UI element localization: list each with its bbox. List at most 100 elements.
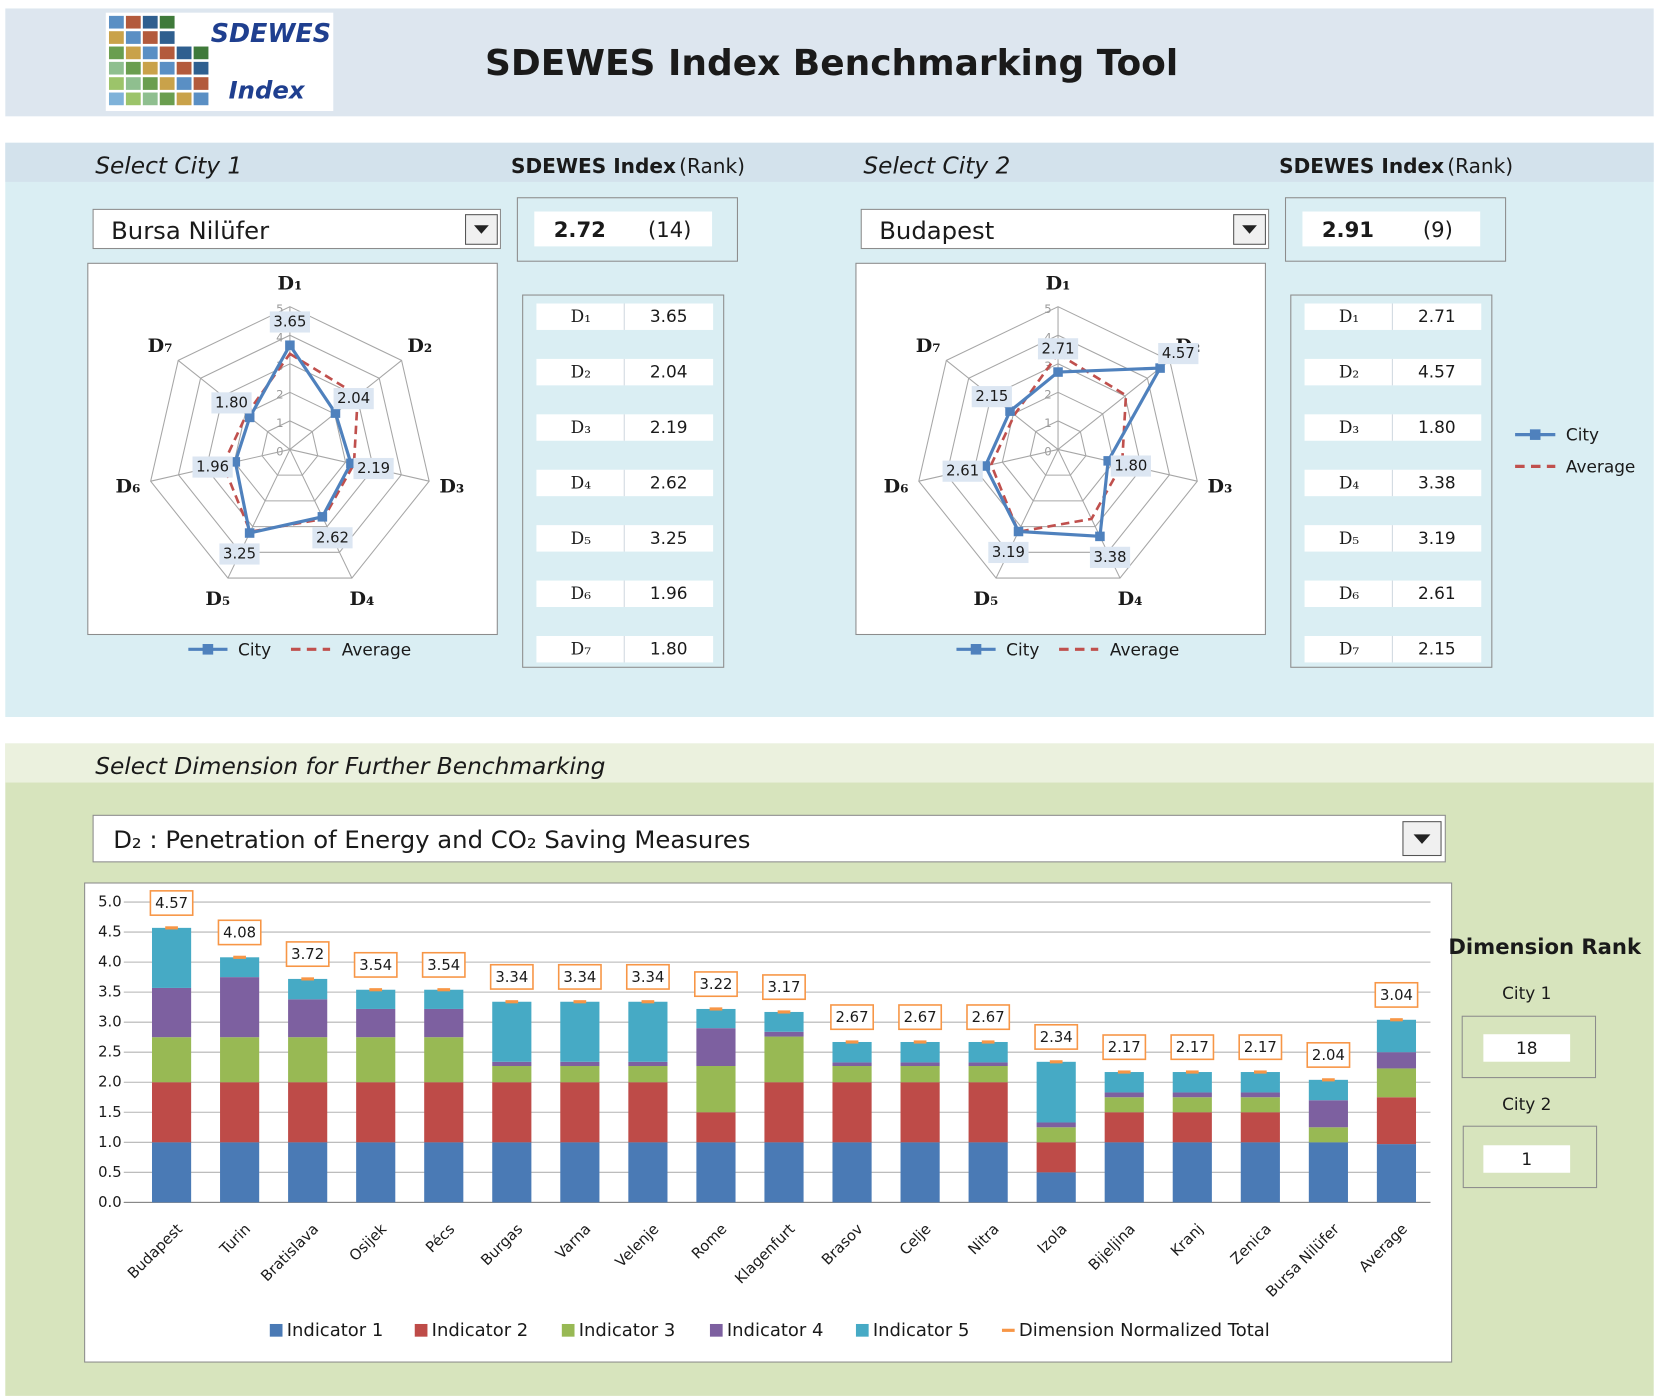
- bar-segment: [288, 1082, 328, 1143]
- legend-label: Indicator 3: [579, 1320, 676, 1341]
- bar-segment: [764, 1031, 804, 1037]
- bar-segment: [151, 1082, 192, 1143]
- bar-segment: [1172, 1072, 1212, 1093]
- logo-tile: [159, 15, 175, 29]
- bar-segment: [1376, 1144, 1417, 1203]
- y-tick-label: 1.5: [98, 1104, 122, 1121]
- logo-tile: [108, 31, 124, 44]
- city-dropdown-value: Budapest: [879, 216, 994, 245]
- table-dimension: D₇: [1339, 639, 1360, 659]
- city-dropdown[interactable]: [92, 208, 501, 250]
- data-label-bg: [1089, 546, 1131, 568]
- bar-segment: [424, 989, 464, 1009]
- radar-marker: [330, 408, 341, 418]
- data-label: 1.96: [196, 459, 229, 476]
- logo-tile: [125, 15, 141, 29]
- bar-segment: [220, 957, 260, 978]
- data-label: 2.71: [1042, 340, 1075, 357]
- dimension-dropdown[interactable]: [92, 814, 1446, 863]
- legend-marker: [269, 1323, 283, 1337]
- logo-tile: [125, 77, 141, 90]
- y-tick-label: 3.5: [98, 984, 122, 1001]
- table-row: [536, 469, 714, 497]
- logo-tile: [193, 61, 209, 75]
- bar-segment: [628, 1061, 668, 1067]
- table-dimension: D₁: [571, 306, 591, 326]
- bar-segment: [492, 1082, 532, 1143]
- bar-segment: [220, 1037, 260, 1083]
- bar-segment: [356, 1008, 396, 1038]
- total-label: 4.57: [155, 895, 188, 912]
- bar-segment: [628, 1142, 668, 1203]
- total-label: 3.54: [359, 957, 392, 974]
- table-value: 2.19: [650, 417, 688, 437]
- index-label-rank: (Rank): [1447, 154, 1513, 178]
- dimension-select-label: Select Dimension for Further Benchmarkin…: [95, 753, 605, 780]
- logo-tiles: [108, 15, 209, 106]
- radar-grid: [261, 420, 319, 476]
- total-label-box: [1238, 1034, 1283, 1061]
- radar-axis-label: D₃: [439, 475, 464, 497]
- logo-text: SDEWES: [211, 18, 331, 48]
- legend-label: Average: [342, 639, 411, 659]
- data-label-bg: [192, 456, 233, 478]
- data-label-bg: [1110, 455, 1151, 477]
- radar-tick-label: 5: [1044, 302, 1051, 316]
- legend-label: Indicator 1: [287, 1320, 384, 1341]
- radar-axis-label: D₆: [116, 475, 141, 497]
- table-dimension: D₅: [571, 528, 592, 548]
- dropdown-arrow: [1413, 834, 1431, 844]
- bar-segment: [492, 1061, 532, 1067]
- rank-label: City 2: [1502, 1094, 1551, 1114]
- bar-segment: [356, 989, 396, 1009]
- page-title: SDEWES Index Benchmarking Tool: [485, 43, 1178, 84]
- bar-segment: [764, 1011, 804, 1032]
- logo-tile: [142, 31, 158, 44]
- total-label-box: [1306, 1042, 1351, 1068]
- data-label: 1.80: [215, 394, 248, 411]
- index-label-main: SDEWES Index: [1279, 154, 1444, 178]
- bar-segment: [1104, 1142, 1144, 1203]
- radar-grid: [177, 334, 402, 553]
- bar-segment: [1240, 1097, 1280, 1113]
- bar-segment: [696, 1066, 736, 1113]
- data-label: 2.19: [357, 460, 390, 477]
- total-label: 3.34: [631, 969, 664, 986]
- bar-segment: [628, 1082, 668, 1143]
- index-label: SDEWES Index (Rank): [1279, 154, 1513, 178]
- bar-segment: [356, 1142, 396, 1203]
- total-label: 2.34: [1040, 1029, 1073, 1046]
- radar-tick-label: 4: [276, 330, 283, 344]
- total-label-box: [966, 1004, 1011, 1031]
- logo-tile: [176, 61, 192, 75]
- total-label-box: [694, 971, 738, 998]
- total-label: 3.54: [427, 957, 460, 974]
- radar-tick-label: 2: [276, 387, 283, 401]
- table-dimension: D₆: [1339, 583, 1360, 603]
- y-tick-label: 2.0: [98, 1074, 122, 1091]
- bar-segment: [764, 1036, 804, 1083]
- bar-segment: [424, 1008, 464, 1038]
- legend-marker: [1529, 429, 1541, 440]
- bar-segment: [1172, 1092, 1212, 1098]
- bar-segment: [560, 1061, 600, 1067]
- table-dimension: D₄: [571, 472, 592, 492]
- city-section-header: [5, 142, 1654, 182]
- y-tick-label: 3.0: [98, 1014, 122, 1031]
- city-dropdown[interactable]: [860, 208, 1270, 250]
- total-label-box: [625, 963, 670, 990]
- index-field: [1302, 211, 1481, 247]
- data-label-bg: [211, 392, 252, 414]
- index-value: 2.91: [1322, 217, 1374, 242]
- radar-grid: [1029, 420, 1087, 476]
- total-label-box: [285, 941, 330, 968]
- legend-marker: [202, 644, 214, 655]
- logo-tile: [159, 46, 175, 60]
- data-label: 4.57: [1162, 345, 1195, 362]
- legend-label: Dimension Normalized Total: [1019, 1320, 1270, 1341]
- rank-field: [1483, 1145, 1571, 1173]
- bar-segment: [1036, 1172, 1076, 1203]
- total-label: 2.67: [904, 1009, 937, 1026]
- table-dimension: D₄: [1339, 472, 1360, 492]
- table-value: 1.80: [1418, 417, 1456, 437]
